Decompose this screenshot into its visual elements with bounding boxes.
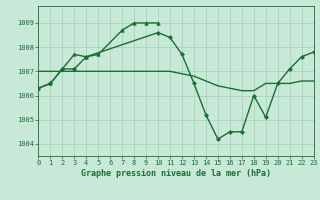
X-axis label: Graphe pression niveau de la mer (hPa): Graphe pression niveau de la mer (hPa)	[81, 169, 271, 178]
